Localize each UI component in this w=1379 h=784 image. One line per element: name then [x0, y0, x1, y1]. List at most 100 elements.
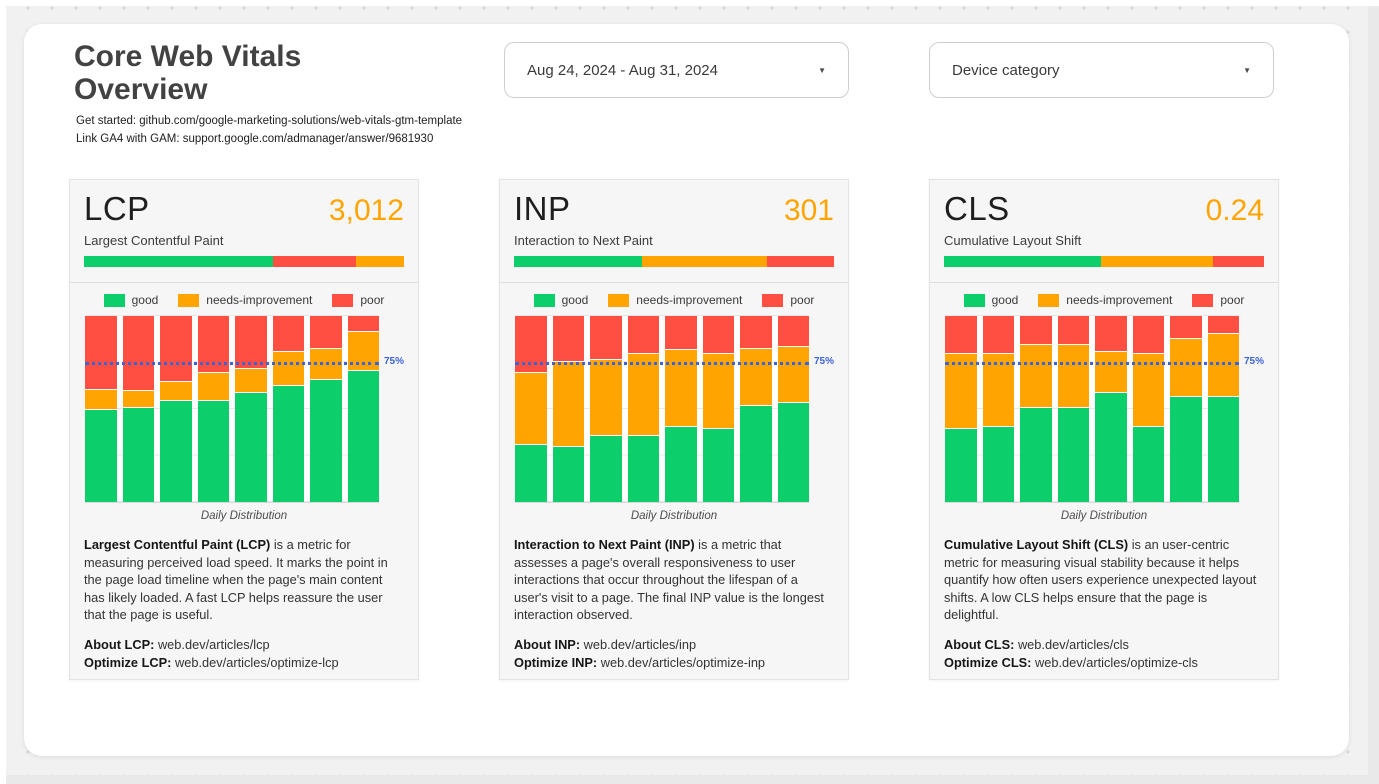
daily-bar	[1132, 316, 1164, 502]
legend-swatch-good	[533, 293, 555, 307]
legend-label-good: good	[131, 293, 159, 307]
metric-value: 301	[783, 194, 834, 227]
link-ga4-gam-link: Link GA4 with GAM: support.google.com/ad…	[76, 133, 434, 145]
metric-card-cls: CLS 0.24 Cumulative Layout Shift good ne…	[929, 179, 1279, 680]
bar-segment-needs-improvement	[235, 368, 267, 393]
bar-segment-poor	[85, 316, 117, 389]
bar-segment-poor	[665, 316, 697, 350]
bar-segment-poor	[1020, 316, 1052, 344]
description-lead: Interaction to Next Paint (INP)	[514, 537, 695, 552]
daily-distribution-chart: 75%	[945, 315, 1264, 503]
bar-segment-good	[590, 435, 622, 502]
bar-segment-poor	[740, 316, 772, 348]
bar-segment-poor	[627, 316, 659, 354]
bar-segment-good	[1207, 395, 1239, 502]
bar-segment-poor	[1207, 316, 1239, 333]
bar-segment-good	[1132, 425, 1164, 502]
gauge-segment-good	[84, 256, 273, 267]
daily-bar	[552, 316, 584, 502]
bar-segment-poor	[702, 316, 734, 354]
legend-swatch-poor	[1192, 293, 1214, 307]
reference-line-label: 75%	[813, 356, 834, 367]
report-sheet: Core Web Vitals Overview Get started: gi…	[24, 24, 1349, 756]
bar-segment-good	[982, 425, 1014, 502]
legend-swatch-poor	[332, 293, 354, 307]
description-text: is a metric for measuring perceived load…	[84, 537, 388, 623]
date-range-dropdown[interactable]: Aug 24, 2024 - Aug 31, 2024 ▼	[504, 42, 849, 98]
legend-label-good: good	[991, 293, 1019, 307]
scorecard-lcp: LCP 3,012 Largest Contentful Paint	[70, 180, 418, 283]
bar-segment-needs-improvement	[515, 371, 547, 445]
metric-subtitle: Largest Contentful Paint	[84, 233, 224, 248]
daily-distribution-chart: 75%	[515, 315, 834, 503]
metric-subtitle: Cumulative Layout Shift	[944, 233, 1082, 248]
bar-segment-good	[85, 408, 117, 502]
daily-bar	[702, 316, 734, 502]
device-category-dropdown[interactable]: Device category ▼	[929, 42, 1274, 98]
reference-line-label: 75%	[1243, 356, 1264, 367]
gauge-segment-poor	[1212, 256, 1264, 267]
bar-segment-needs-improvement	[1170, 338, 1202, 396]
distribution-gauge	[84, 256, 404, 267]
about-url: web.dev/articles/lcp	[157, 636, 270, 652]
canvas-right-edge	[1368, 6, 1379, 784]
daily-bar	[85, 316, 117, 502]
bar-segment-good	[122, 407, 154, 502]
scorecard-inp: INP 301 Interaction to Next Paint	[500, 180, 848, 283]
bar-segment-poor	[945, 316, 977, 354]
bar-segment-poor	[310, 316, 342, 348]
reference-line-75	[85, 362, 379, 365]
legend-label-needs-improvement: needs-improvement	[206, 293, 313, 307]
optimize-label: Optimize LCP:	[84, 655, 172, 671]
bar-segment-good	[1020, 407, 1052, 502]
bar-segment-good	[945, 427, 977, 502]
chart-plot-area	[945, 315, 1239, 503]
daily-bar	[627, 316, 659, 502]
metric-title: INP	[514, 190, 571, 227]
bar-segment-poor	[1057, 316, 1089, 344]
bar-segment-good	[197, 399, 229, 502]
bar-segment-needs-improvement	[627, 353, 659, 436]
legend-label-good: good	[561, 293, 589, 307]
metric-description: Cumulative Layout Shift (CLS) is an user…	[930, 522, 1278, 673]
about-url: web.dev/articles/cls	[1017, 636, 1129, 652]
metric-value: 0.24	[1205, 194, 1264, 227]
date-range-value: Aug 24, 2024 - Aug 31, 2024	[527, 61, 718, 79]
daily-bar	[272, 316, 304, 502]
reference-line-label: 75%	[383, 356, 404, 367]
bar-segment-good	[160, 399, 192, 502]
daily-bar	[590, 316, 622, 502]
bar-segment-needs-improvement	[777, 345, 809, 402]
daily-bar	[1057, 316, 1089, 502]
bar-segment-needs-improvement	[1020, 343, 1052, 408]
bar-segment-good	[665, 425, 697, 502]
optimize-url: web.dev/articles/optimize-inp	[600, 655, 766, 671]
optimize-url: web.dev/articles/optimize-cls	[1035, 655, 1198, 671]
reference-line-75	[515, 362, 809, 365]
daily-bar	[665, 316, 697, 502]
bar-segment-needs-improvement	[197, 371, 229, 400]
bar-segment-poor	[160, 316, 192, 382]
optimize-label: Optimize INP:	[514, 655, 598, 671]
gauge-segment-good	[514, 256, 642, 267]
metric-description: Interaction to Next Paint (INP) is a met…	[500, 522, 848, 673]
gauge-segment-good	[944, 256, 1101, 267]
daily-bar	[197, 316, 229, 502]
gauge-segment-needs_improvement	[1100, 256, 1213, 267]
daily-bar	[1020, 316, 1052, 502]
chart-plot-area	[515, 315, 809, 503]
bar-segment-needs-improvement	[740, 347, 772, 406]
legend-label-needs-improvement: needs-improvement	[1066, 293, 1173, 307]
distribution-gauge	[514, 256, 834, 267]
bar-segment-good	[515, 444, 547, 502]
daily-distribution-chart: 75%	[85, 315, 404, 503]
daily-bar	[740, 316, 772, 502]
device-category-value: Device category	[952, 61, 1060, 79]
bar-segment-needs-improvement	[552, 360, 584, 447]
daily-bar	[347, 316, 379, 502]
bar-segment-good	[740, 405, 772, 502]
bar-segment-good	[235, 392, 267, 502]
metric-subtitle: Interaction to Next Paint	[514, 233, 653, 248]
bar-segment-good	[627, 435, 659, 502]
legend-swatch-good	[963, 293, 985, 307]
